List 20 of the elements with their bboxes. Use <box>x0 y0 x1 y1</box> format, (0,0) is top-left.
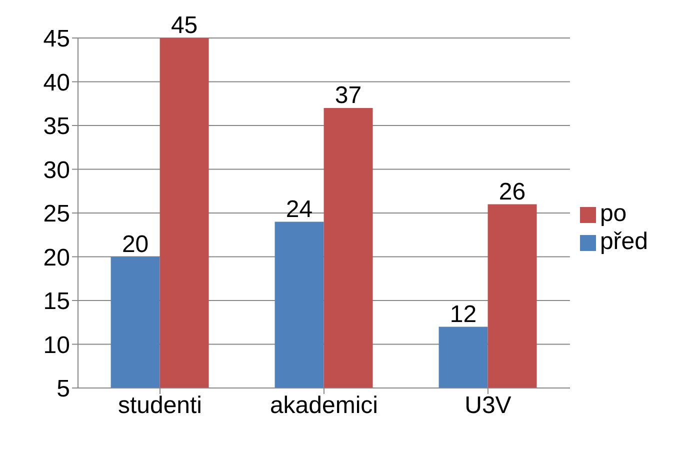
x-tick-label: U3V <box>464 392 512 420</box>
y-tick-label: 10 <box>43 332 70 359</box>
y-tick-label: 5 <box>56 376 70 403</box>
data-label: 12 <box>450 300 477 328</box>
data-label: 37 <box>334 82 362 109</box>
y-tick-label: 40 <box>43 69 70 96</box>
data-label: 20 <box>122 230 149 258</box>
data-label: 24 <box>286 196 313 223</box>
y-tick-label: 35 <box>43 113 70 140</box>
data-label: 45 <box>170 12 198 39</box>
x-tick-label: studenti <box>118 392 202 420</box>
x-tick-label: akademici <box>270 392 378 420</box>
y-tick-label: 15 <box>43 288 70 316</box>
y-tick-label: 20 <box>43 244 70 272</box>
y-tick-label: 25 <box>43 200 70 228</box>
y-tick-label: 45 <box>43 26 70 53</box>
legend-label: před <box>600 228 648 255</box>
y-tick-label: 30 <box>43 156 70 184</box>
data-label: 26 <box>498 178 526 206</box>
legend-label: po <box>600 200 627 227</box>
